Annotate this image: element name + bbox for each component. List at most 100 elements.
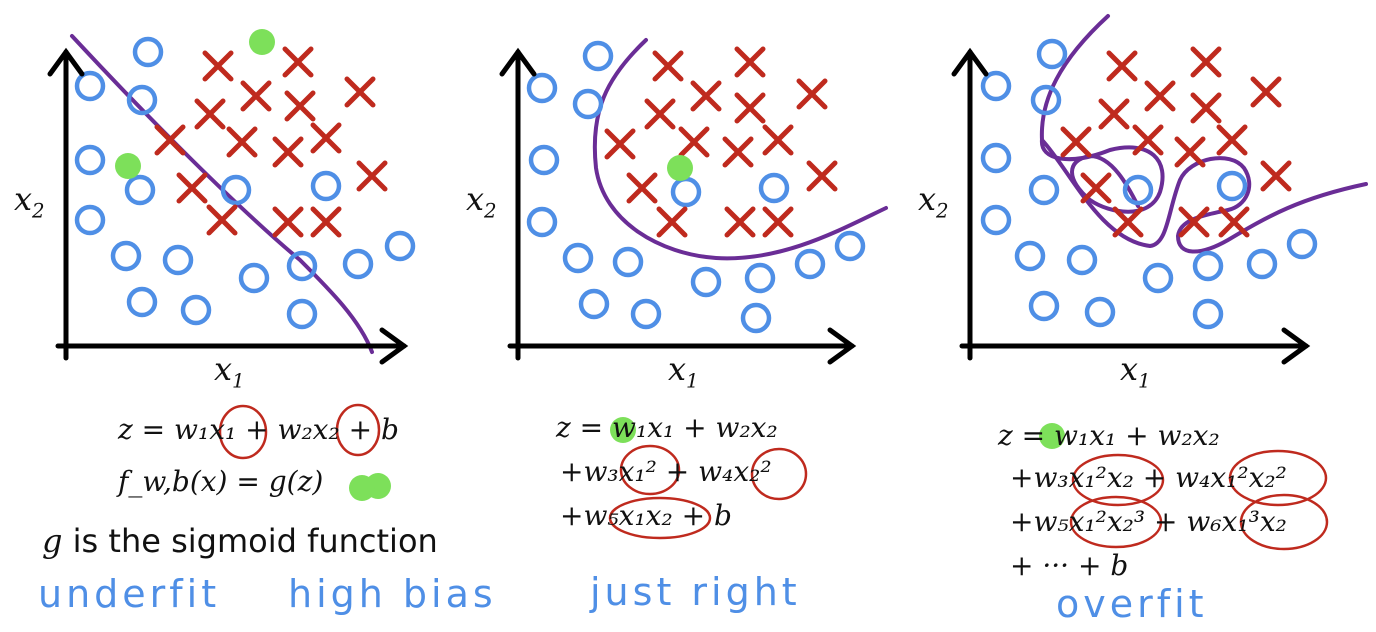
panel2-class0-circle [740, 302, 772, 334]
panel1-class1-cross [282, 46, 314, 78]
panel2-equation-line2: +w₃x₁² + w₄x₂² [560, 455, 772, 488]
panel3-y-axis-label: x2 [918, 180, 949, 223]
panel1-term-ring [218, 404, 268, 460]
panel1-axes [47, 47, 409, 365]
panel2-class0-circle [572, 88, 604, 120]
panel1-class0-circle [126, 84, 158, 116]
panel2-class0-circle [670, 176, 702, 208]
panel1-class1-cross [206, 204, 238, 236]
panel3-class0-circle [980, 70, 1012, 102]
panel3-class0-circle [1084, 296, 1116, 328]
panel1-class0-circle [124, 174, 156, 206]
panel3-class0-circle [1028, 290, 1060, 322]
panel3-class0-circle [1216, 170, 1248, 202]
panel2-class1-cross [690, 80, 722, 112]
panel1-highlight-dot [249, 29, 275, 55]
panel2-equation-line1: z = w₁x₁ + w₂x₂ [556, 411, 778, 444]
panel3-class1-cross [1106, 50, 1138, 82]
panel3-term-ring [1239, 493, 1329, 551]
panel2-class1-cross [806, 160, 838, 192]
overfit-label: overfit [1056, 582, 1208, 626]
panel2-class0-circle [582, 40, 614, 72]
panel3-class0-circle [1192, 298, 1224, 330]
panel1-equation-dot [349, 475, 375, 501]
panel1-class1-cross [240, 80, 272, 112]
panel2-class1-cross [652, 50, 684, 82]
panel3-term-ring [1228, 449, 1328, 507]
panel3-class0-circle [1030, 84, 1062, 116]
panel2-class0-circle [528, 144, 560, 176]
panel1-class1-cross [176, 172, 208, 204]
panel2-axes [499, 47, 857, 365]
panel1-term-ring [335, 403, 381, 457]
panel3-class0-circle [1192, 250, 1224, 282]
panel1-class0-circle [286, 298, 318, 330]
panel3-class0-circle [1014, 240, 1046, 272]
panel3-class1-cross [1178, 206, 1210, 238]
panel1-class0-circle [220, 174, 252, 206]
panel2-class1-cross [734, 46, 766, 78]
panel1-class0-circle [286, 250, 318, 282]
panel3-class0-circle [980, 204, 1012, 236]
panel3-class1-cross [1132, 124, 1164, 156]
panel1-class1-cross [344, 76, 376, 108]
panel2-y-axis-label: x2 [466, 180, 497, 223]
panel2-class0-circle [630, 298, 662, 330]
panel1-class0-circle [342, 248, 374, 280]
high-bias-label: high bias [288, 572, 497, 616]
panel3-class0-circle [1122, 174, 1154, 206]
panel2-class1-cross [604, 128, 636, 160]
panel1-class1-cross [194, 98, 226, 130]
panel3-class1-cross [1216, 124, 1248, 156]
panel2-class0-circle [578, 288, 610, 320]
panel2-class1-cross [762, 124, 794, 156]
panel2-class1-cross [678, 126, 710, 158]
panel1-class0-circle [238, 262, 270, 294]
panel2-highlight-dot [667, 155, 693, 181]
panel3-equation-line2: +w₃x₁²x₂ + w₄x₁²x₂² [1010, 461, 1287, 494]
panel1-caption: g is the sigmoid function [42, 522, 438, 560]
panel3-equation-line1: z = w₁x₁ + w₂x₂ [998, 419, 1220, 452]
panel3-axes [951, 47, 1311, 365]
panel3-class1-cross [1174, 136, 1206, 168]
panel1-class1-cross [310, 122, 342, 154]
panel3-equation-line3: +w₅x₁²x₂³ + w₆x₁³x₂ [1010, 505, 1287, 538]
panel2-class0-circle [744, 262, 776, 294]
panel1-class0-circle [162, 244, 194, 276]
panel1-highlight-dot [115, 153, 141, 179]
panel2-class1-cross [626, 172, 658, 204]
panel3-class1-cross [1098, 98, 1130, 130]
panel2-class1-cross [734, 92, 766, 124]
panel3-class1-cross [1060, 126, 1092, 158]
panel2-class0-circle [690, 266, 722, 298]
panel3-class1-cross [1190, 46, 1222, 78]
panel1-class0-circle [132, 36, 164, 68]
panel1-class1-cross [356, 160, 388, 192]
panel2-class1-cross [724, 206, 756, 238]
panel3-class0-circle [1246, 248, 1278, 280]
panel3-class0-circle [1066, 244, 1098, 276]
panel1-class0-circle [74, 204, 106, 236]
panel1-class1-cross [272, 206, 304, 238]
panel1-class0-circle [74, 70, 106, 102]
panel3-class1-cross [1112, 206, 1144, 238]
panel1-class0-circle [310, 170, 342, 202]
panel2-term-ring [750, 447, 808, 501]
panel1-class0-circle [126, 286, 158, 318]
panel2-class0-circle [758, 172, 790, 204]
panel3-class0-circle [1286, 228, 1318, 260]
panel2-class0-circle [794, 248, 826, 280]
underfit-label: underfit [38, 572, 221, 616]
panel2-class1-cross [644, 98, 676, 130]
panel2-class1-cross [762, 206, 794, 238]
panel3-equation-dot [1039, 423, 1065, 449]
panel3-class0-circle [1142, 262, 1174, 294]
panel3-equation-line4: + ··· + b [1010, 549, 1129, 582]
panel3-class1-cross [1218, 206, 1250, 238]
panel2-class0-circle [612, 246, 644, 278]
panel3-class0-circle [980, 142, 1012, 174]
panel3-class0-circle [1036, 38, 1068, 70]
panel1-class0-circle [180, 294, 212, 326]
panel1-equation-line1: z = w₁x₁ + w₂x₂ + b [118, 413, 399, 446]
